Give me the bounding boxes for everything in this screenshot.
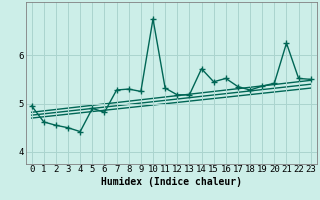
X-axis label: Humidex (Indice chaleur): Humidex (Indice chaleur) (101, 177, 242, 187)
